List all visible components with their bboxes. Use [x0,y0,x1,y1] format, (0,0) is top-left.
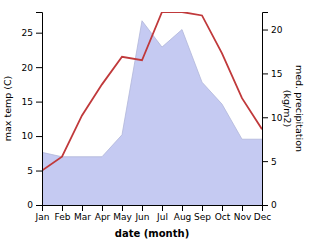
tick-mark [62,205,63,211]
tick-label: 0 [271,200,277,210]
tick: May [113,205,132,222]
tick-label: 10 [22,131,34,141]
y-axis: 0 5 10 15 20 25 [22,13,43,211]
tick: 5 [27,166,42,176]
axis-line [43,206,263,212]
tick-label: 15 [22,97,33,107]
chart-container: JanFebMarAprMayJunJulAugSepOctNovDec0510… [0,0,318,245]
tick-label: Apr [95,212,111,222]
tick-label: Nov [234,212,252,222]
tick: Jan [35,205,50,222]
y-axis-title: max temp (C) [2,76,13,142]
tick-mark [36,33,42,34]
tick: Dec [254,205,271,222]
tick-label: Aug [174,212,192,222]
y2-axis-title-line: med. precipitation [294,65,305,152]
tick: 25 [22,28,42,38]
tick-mark [262,117,268,118]
precipitation-area [42,21,262,205]
axis-line [263,13,269,206]
tick: 15 [262,69,282,79]
tick: 5 [262,157,277,167]
y2-axis-title-line: (kg/m2) [282,90,293,127]
tick-mark [36,102,42,103]
tick-label: Mar [74,212,91,222]
tick-mark [36,205,42,206]
tick-mark [262,73,268,74]
tick-label: 20 [22,63,34,73]
tick-label: Oct [215,212,231,222]
tick: Sep [194,205,211,222]
tick-label: Jan [35,212,50,222]
plot-root: JanFebMarAprMayJunJulAugSepOctNovDec0510… [22,12,283,222]
tick-label: 5 [271,157,277,167]
tick-mark [222,205,223,211]
tick-label: May [113,212,132,222]
tick: Feb [55,205,71,222]
tick: Apr [95,205,111,222]
tick-label: 10 [271,113,283,123]
tick-mark [36,136,42,137]
tick: Nov [234,205,252,222]
x-axis: Jan FebMar AprMayJun Jul AugSep OctNovDec [35,205,272,222]
tick-mark [242,205,243,211]
chart-svg: JanFebMarAprMayJunJulAugSepOctNovDec0510… [0,0,318,245]
tick-label: 20 [271,25,283,35]
axis-line [36,13,43,206]
tick-mark [202,205,203,211]
tick-label: Jul [156,212,168,222]
tick-label: 0 [27,200,33,210]
tick: 20 [22,63,42,73]
tick-mark [262,161,268,162]
tick-mark [102,205,103,211]
precipitation-edge [42,21,262,157]
tick: Jul [156,205,168,222]
tick-mark [36,67,42,68]
x-axis-title: date (month) [115,228,189,239]
tick-label: Feb [55,212,71,222]
tick-mark [262,205,268,206]
tick-mark [262,30,268,31]
tick-label: 15 [271,69,282,79]
tick-label: Jun [134,212,149,222]
marks [42,12,262,205]
y2-axis: 0 5 10 15 20 [262,13,283,211]
y2-axis-title: med. precipitation(kg/m2) [282,65,304,152]
tick: Oct [215,205,231,222]
tick-mark [82,205,83,211]
tick-mark [122,205,123,211]
tick-mark [142,205,143,211]
temperature-line [42,12,262,171]
tick: Aug [174,205,192,222]
tick-label: 5 [27,166,33,176]
tick-mark [162,205,163,211]
tick: 0 [27,200,42,210]
tick-label: Sep [194,212,211,222]
tick-label: 25 [22,28,33,38]
tick: 10 [22,131,42,141]
tick: 0 [262,200,277,210]
tick: 20 [262,25,283,35]
tick: 10 [262,113,283,123]
tick-mark [182,205,183,211]
tick-mark [36,171,42,172]
tick: Jun [134,205,149,222]
tick: Mar [74,205,91,222]
tick: 15 [22,97,42,107]
tick-label: Dec [254,212,271,222]
